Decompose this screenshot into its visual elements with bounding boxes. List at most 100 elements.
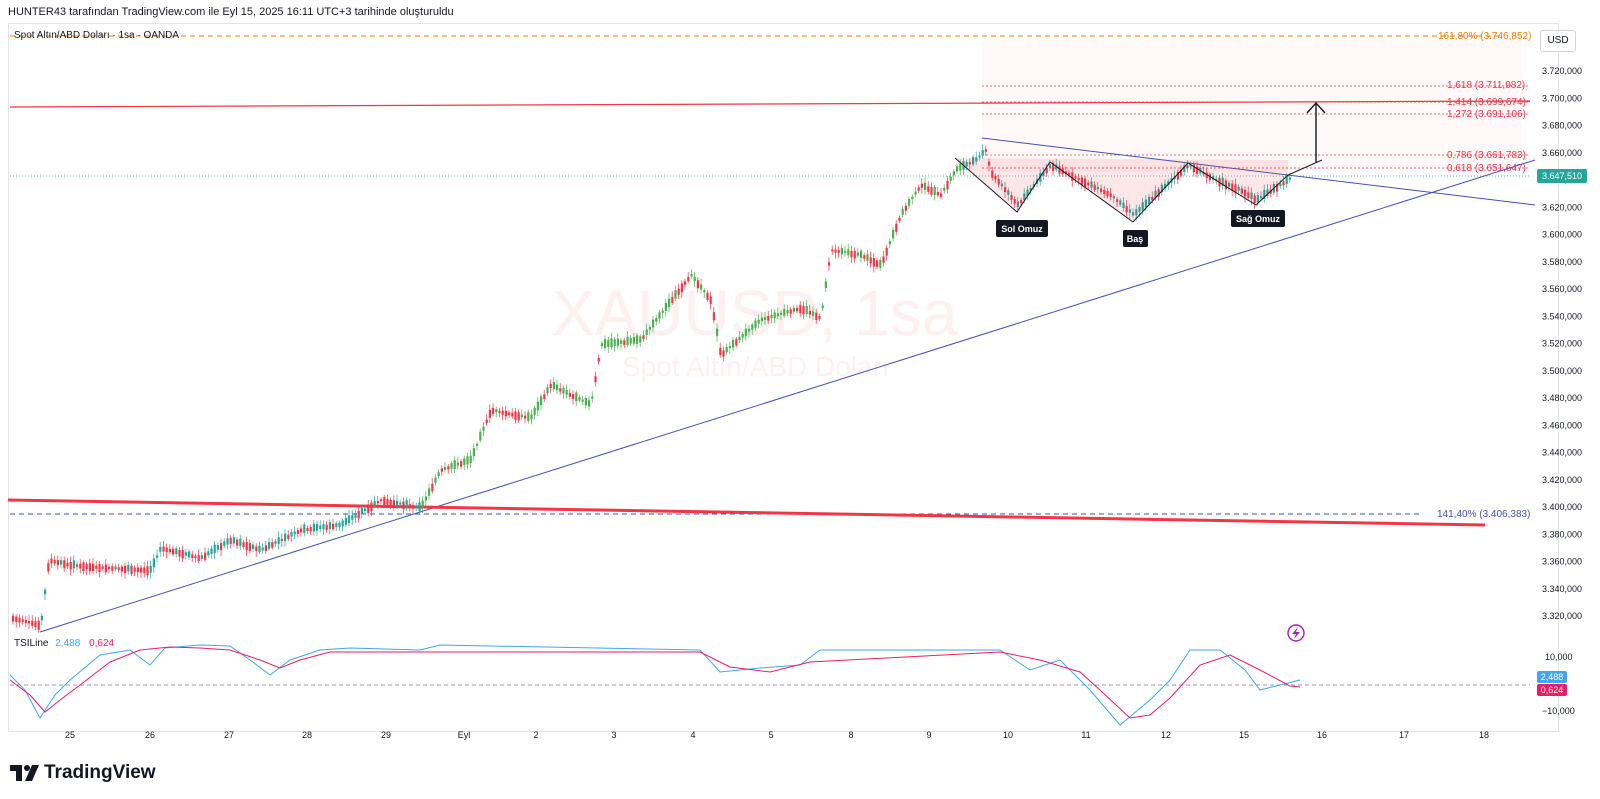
label-head: Baş xyxy=(1123,230,1148,247)
candle xyxy=(200,555,203,559)
candle xyxy=(588,400,591,407)
current-price-tag: 3.647,510 xyxy=(1537,169,1587,183)
candle xyxy=(437,472,440,477)
candle xyxy=(226,538,229,545)
candle xyxy=(1231,183,1234,191)
price-axis[interactable]: 3.720,000 3.700,000 3.680,000 3.660,000 3.64… xyxy=(1542,66,1582,621)
candle xyxy=(930,187,933,195)
candle xyxy=(1260,195,1263,199)
descending-neckline[interactable] xyxy=(981,137,1536,206)
candle xyxy=(216,544,219,550)
candle xyxy=(108,566,111,570)
candle xyxy=(1045,168,1048,174)
price-tick: 3.520,000 xyxy=(1542,339,1582,349)
resistance-line-thick[interactable] xyxy=(7,498,1486,527)
candle xyxy=(194,555,197,558)
candle xyxy=(239,538,242,546)
candle xyxy=(632,336,635,344)
candle xyxy=(1023,193,1026,201)
tradingview-logo[interactable]: TradingView xyxy=(10,762,156,784)
target-arrow[interactable] xyxy=(1306,101,1326,162)
candle xyxy=(655,318,658,322)
candle xyxy=(540,396,543,405)
candle xyxy=(837,250,840,253)
candle xyxy=(402,501,405,509)
candle xyxy=(1135,209,1138,216)
candle xyxy=(1052,162,1055,171)
candle xyxy=(255,546,258,552)
candle xyxy=(303,524,306,534)
currency-button[interactable]: USD xyxy=(1540,30,1576,52)
candle xyxy=(159,546,162,552)
candle xyxy=(1116,199,1119,202)
candle xyxy=(162,546,165,552)
candle xyxy=(821,305,824,309)
candle xyxy=(367,504,370,514)
head-and-shoulders-pattern[interactable] xyxy=(954,157,1323,223)
candle xyxy=(543,394,546,399)
candle xyxy=(1157,189,1160,197)
candle xyxy=(322,524,325,530)
candle xyxy=(421,500,424,508)
candle xyxy=(648,327,651,330)
candle xyxy=(620,340,623,344)
time-axis[interactable]: 25 26 27 28 29 Eyl 2 3 4 5 8 9 10 11 12 15 16 17 18 xyxy=(65,730,1489,740)
candle xyxy=(1285,175,1288,185)
candle xyxy=(853,250,856,259)
candlestick-series[interactable] xyxy=(12,144,1291,633)
candle xyxy=(92,563,95,572)
candle xyxy=(869,257,872,264)
candle xyxy=(178,549,181,557)
candle xyxy=(101,566,104,569)
tsi-legend[interactable]: TSILine 2,488 0,624 xyxy=(14,638,114,649)
candle xyxy=(802,305,805,315)
candle xyxy=(1279,183,1282,187)
candle xyxy=(994,176,997,180)
candle xyxy=(440,468,443,472)
tsi-axis: 10,000 −10,000 xyxy=(1542,652,1575,716)
tsi-value-tags: 2,488 0,624 xyxy=(1537,671,1567,696)
candle xyxy=(879,259,882,268)
candle xyxy=(223,541,226,546)
candle xyxy=(1205,172,1208,179)
candle xyxy=(498,410,501,413)
svg-text:Baş: Baş xyxy=(1127,234,1144,244)
price-tick: 3.360,000 xyxy=(1542,557,1582,567)
candle xyxy=(904,205,907,211)
candle xyxy=(18,617,21,623)
candle xyxy=(485,419,488,424)
candle xyxy=(143,567,146,573)
candle xyxy=(1029,188,1032,191)
candle xyxy=(626,336,629,346)
candle xyxy=(863,255,866,259)
candle xyxy=(386,498,389,505)
ascending-trendline[interactable] xyxy=(39,159,1536,633)
tradingview-logo-icon xyxy=(10,765,39,781)
candle xyxy=(668,298,671,307)
watermark-symbol: XAUUSD, 1sa xyxy=(552,277,958,349)
candle xyxy=(991,170,994,178)
candle xyxy=(95,565,98,569)
candle xyxy=(767,315,770,321)
fib-extension-top: 161,80% (3.746,852) xyxy=(10,31,1531,42)
candle xyxy=(1228,182,1231,187)
candle xyxy=(1103,190,1106,194)
candle xyxy=(792,307,795,312)
lightning-icon[interactable] xyxy=(1287,624,1305,642)
label-right-shoulder: Sağ Omuz xyxy=(1231,210,1285,227)
symbol-legend[interactable]: Spot Altın/ABD Doları · 1sa · OANDA xyxy=(14,30,180,41)
candle xyxy=(268,542,271,549)
candle xyxy=(261,547,264,551)
candle xyxy=(744,328,747,337)
candle xyxy=(773,312,776,319)
time-tick: 28 xyxy=(302,730,312,740)
candle xyxy=(860,250,863,258)
candle xyxy=(984,149,987,152)
candle xyxy=(1007,190,1010,195)
time-tick: 29 xyxy=(381,730,391,740)
resistance-line-thin[interactable] xyxy=(9,100,1531,108)
candle xyxy=(1208,174,1211,181)
candle xyxy=(952,171,955,176)
candle xyxy=(949,176,952,181)
